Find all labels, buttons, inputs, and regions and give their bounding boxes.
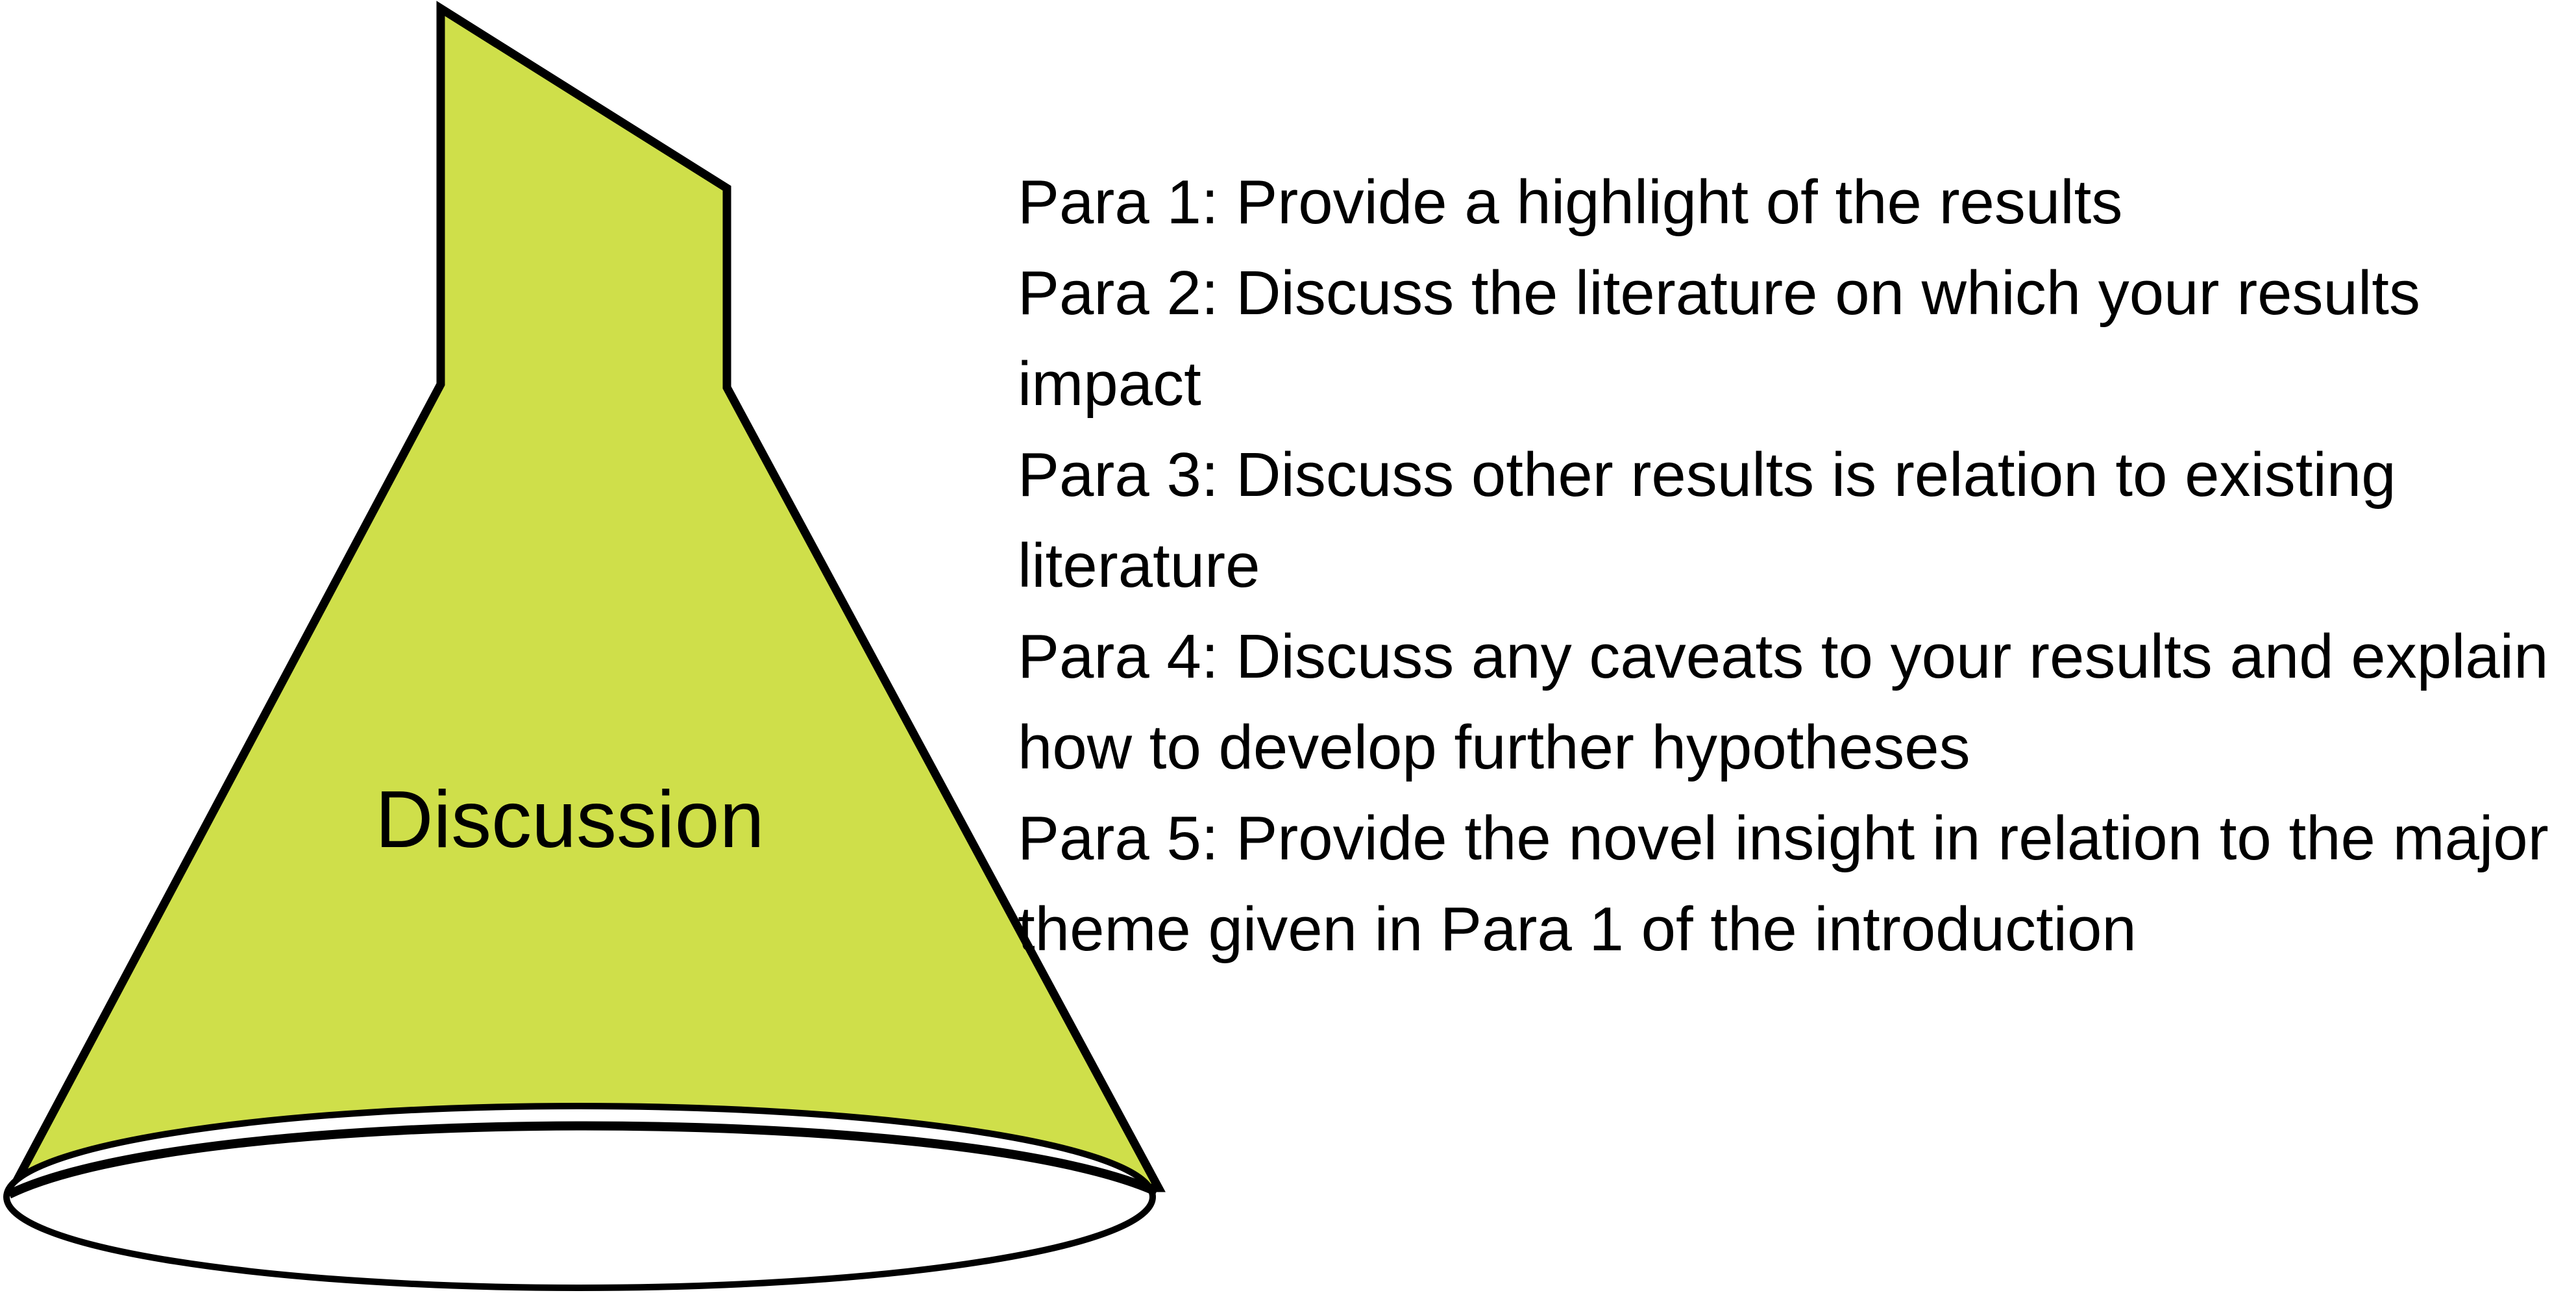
funnel-base-rim xyxy=(6,1121,1159,1199)
step-label: Para 1: xyxy=(1018,167,1219,237)
step-label: Para 4: xyxy=(1018,622,1219,691)
step-text: Discuss other results is relation to exi… xyxy=(1018,440,2396,600)
funnel-shape xyxy=(6,1,1166,1192)
step-text: Discuss the literature on which your res… xyxy=(1018,258,2420,419)
step-text: Discuss any caveats to your results and … xyxy=(1018,622,2549,782)
step-label: Para 3: xyxy=(1018,440,1219,510)
funnel-base-ellipse xyxy=(3,1103,1156,1291)
funnel-label: Discussion xyxy=(375,775,765,865)
discussion-steps-list: Para 1: Provide a highlight of the resul… xyxy=(1018,157,2569,975)
step-item: Para 2: Discuss the literature on which … xyxy=(1018,248,2569,430)
step-label: Para 5: xyxy=(1018,804,1219,873)
step-item: Para 5: Provide the novel insight in rel… xyxy=(1018,793,2569,975)
step-item: Para 3: Discuss other results is relatio… xyxy=(1018,430,2569,611)
step-item: Para 4: Discuss any caveats to your resu… xyxy=(1018,611,2569,793)
step-item: Para 1: Provide a highlight of the resul… xyxy=(1018,157,2569,248)
step-label: Para 2: xyxy=(1018,258,1219,328)
step-text: Provide the novel insight in relation to… xyxy=(1018,804,2549,964)
step-text: Provide a highlight of the results xyxy=(1236,167,2123,237)
